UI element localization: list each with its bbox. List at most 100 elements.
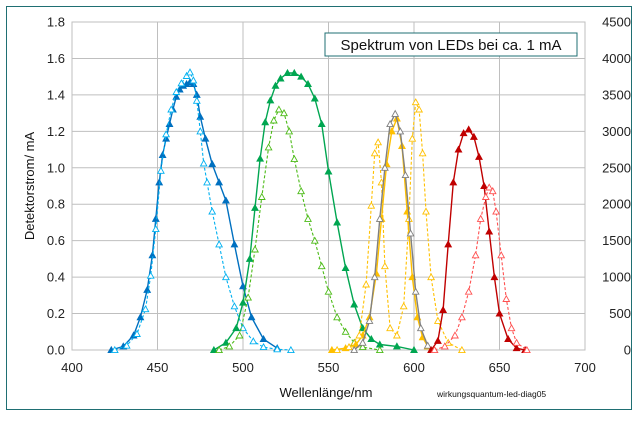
data-point (451, 331, 459, 339)
data-point (232, 323, 241, 332)
data-point (351, 340, 360, 348)
data-point (257, 192, 266, 200)
grid (71, 21, 586, 351)
data-point (122, 341, 131, 349)
data-point (392, 331, 401, 339)
data-point (189, 76, 198, 84)
data-point (488, 186, 497, 195)
chart-frame (6, 6, 632, 410)
data-point (492, 207, 501, 215)
data-point (433, 336, 442, 344)
data-point (345, 342, 353, 351)
y-tick-label: 1.2 (47, 124, 65, 139)
data-point (244, 293, 253, 301)
data-point (259, 342, 268, 351)
data-point (350, 300, 359, 308)
data-point (256, 154, 265, 162)
data-point (264, 143, 273, 151)
series-line (336, 100, 463, 351)
data-point (350, 345, 359, 354)
source-note: wirkungsquantum-led-diag05 (436, 389, 546, 399)
y-tick-label: 1.4 (47, 87, 65, 102)
data-point (310, 236, 319, 244)
data-point (203, 178, 212, 186)
data-point (230, 240, 239, 248)
data-point (167, 105, 176, 113)
data-point (476, 214, 485, 222)
data-point (136, 313, 145, 321)
data-point (133, 329, 141, 337)
data-point (362, 280, 371, 288)
data-point (209, 345, 218, 354)
data-point (208, 207, 217, 215)
data-point (196, 127, 205, 135)
data-point (273, 345, 282, 353)
series-line (218, 108, 380, 351)
data-point (502, 294, 511, 302)
y2-tick-label: 0 (624, 343, 631, 358)
data-point (324, 287, 333, 295)
data-point (151, 224, 160, 233)
data-point (495, 309, 504, 317)
data-point (512, 344, 521, 352)
series-4 (327, 114, 439, 354)
data-point (290, 68, 299, 77)
data-point (172, 92, 181, 100)
data-point (406, 229, 415, 237)
data-point (189, 79, 198, 87)
data-point (286, 345, 295, 354)
data-point (249, 337, 258, 345)
series-8 (430, 183, 531, 354)
data-point (215, 345, 224, 354)
data-point (392, 342, 401, 350)
data-point (251, 245, 259, 253)
data-point (269, 116, 278, 124)
data-point (186, 68, 194, 76)
data-point (310, 94, 319, 102)
data-point (475, 152, 483, 160)
data-point (146, 271, 155, 279)
data-point (341, 327, 350, 335)
y-tick-label: 0.6 (47, 233, 65, 248)
data-point (266, 96, 275, 104)
y2-tick-label: 500 (609, 306, 631, 321)
data-point (201, 134, 210, 142)
y-tick-label: 0.4 (47, 270, 65, 285)
data-point (439, 305, 448, 313)
data-point (386, 323, 395, 332)
data-point (469, 132, 478, 140)
chart-title: Spektrum von LEDs bei ca. 1 mA (341, 37, 562, 54)
data-point (370, 272, 379, 281)
data-point (333, 218, 342, 226)
data-point (162, 130, 171, 138)
data-point (481, 192, 490, 200)
series-2 (209, 68, 418, 354)
data-point (317, 119, 326, 128)
data-point (457, 345, 466, 354)
series-line (434, 186, 528, 351)
y-tick-label: 1.6 (47, 51, 65, 66)
series-1 (110, 68, 295, 354)
data-point (245, 254, 254, 262)
series-line (213, 72, 415, 351)
title-box (324, 32, 578, 57)
data-point (380, 163, 389, 171)
data-point (396, 127, 405, 135)
data-point (415, 105, 424, 113)
data-point (304, 214, 312, 222)
y-tick-label: 0.2 (47, 306, 65, 321)
series-layer (107, 68, 531, 354)
data-point (427, 272, 436, 281)
y-tick-label: 1.0 (47, 160, 65, 175)
x-tick-label: 550 (318, 360, 340, 375)
data-point (239, 282, 247, 290)
data-point (411, 287, 420, 295)
y2-tick-label: 1500 (602, 233, 631, 248)
data-point (215, 178, 224, 186)
data-point (304, 79, 312, 87)
y2-tick-label: 3500 (602, 87, 631, 102)
series-line (114, 71, 291, 351)
data-point (387, 127, 396, 135)
y2-tick-label: 4500 (602, 15, 631, 30)
